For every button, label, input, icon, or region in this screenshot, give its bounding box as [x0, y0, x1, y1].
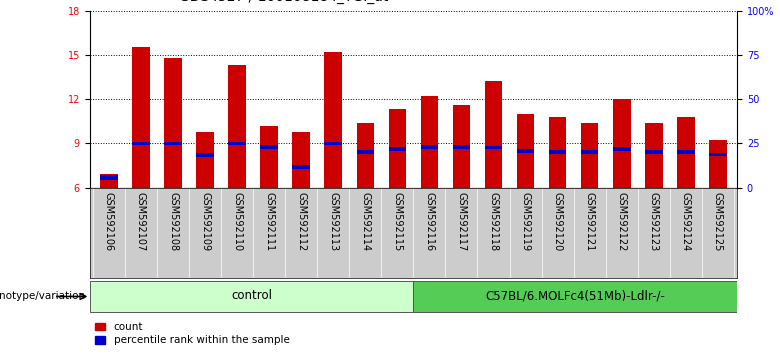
- Bar: [261, 145, 278, 149]
- Text: GSM592118: GSM592118: [488, 192, 498, 251]
- Bar: [132, 142, 150, 145]
- Bar: [100, 175, 118, 179]
- Text: GSM592119: GSM592119: [520, 192, 530, 251]
- Text: GSM592108: GSM592108: [168, 192, 178, 251]
- Bar: [90, 281, 413, 312]
- Bar: [613, 99, 630, 188]
- Text: GSM592116: GSM592116: [424, 192, 434, 251]
- Bar: [356, 150, 374, 154]
- Bar: [645, 150, 662, 154]
- Bar: [413, 281, 737, 312]
- Text: GSM592125: GSM592125: [713, 192, 723, 251]
- Text: GSM592122: GSM592122: [617, 192, 626, 251]
- Bar: [132, 47, 150, 188]
- Bar: [261, 126, 278, 188]
- Text: GDS4527 / 100108184_TGI_at: GDS4527 / 100108184_TGI_at: [179, 0, 388, 4]
- Text: GSM592113: GSM592113: [328, 192, 339, 251]
- Text: GSM592124: GSM592124: [681, 192, 691, 251]
- Bar: [356, 123, 374, 188]
- Text: GSM592115: GSM592115: [392, 192, 402, 251]
- Bar: [420, 96, 438, 188]
- Text: GSM592107: GSM592107: [136, 192, 146, 251]
- Text: GSM592112: GSM592112: [296, 192, 307, 251]
- Text: GSM592123: GSM592123: [649, 192, 659, 251]
- Bar: [484, 81, 502, 188]
- Bar: [197, 153, 214, 158]
- Text: GSM592114: GSM592114: [360, 192, 370, 251]
- Bar: [388, 109, 406, 188]
- Bar: [292, 132, 310, 188]
- Text: genotype/variation: genotype/variation: [0, 291, 86, 302]
- Bar: [581, 123, 598, 188]
- Text: GSM592111: GSM592111: [264, 192, 275, 251]
- Bar: [549, 150, 566, 154]
- Bar: [324, 52, 342, 188]
- Bar: [197, 132, 214, 188]
- Bar: [100, 175, 118, 188]
- Bar: [677, 149, 695, 154]
- Bar: [452, 105, 470, 188]
- Bar: [165, 142, 182, 145]
- Bar: [388, 147, 406, 152]
- Text: GSM592121: GSM592121: [585, 192, 594, 251]
- Text: GSM592117: GSM592117: [456, 192, 466, 251]
- Bar: [420, 145, 438, 149]
- Bar: [517, 149, 534, 153]
- Bar: [549, 117, 566, 188]
- Text: GSM592110: GSM592110: [232, 192, 242, 251]
- Bar: [517, 114, 534, 188]
- Bar: [645, 123, 662, 188]
- Bar: [229, 65, 246, 188]
- Bar: [452, 145, 470, 149]
- Bar: [709, 153, 727, 156]
- Bar: [613, 147, 630, 152]
- Text: GSM592120: GSM592120: [552, 192, 562, 251]
- Bar: [581, 150, 598, 154]
- Bar: [484, 146, 502, 149]
- Text: control: control: [231, 289, 272, 302]
- Bar: [292, 165, 310, 169]
- Bar: [324, 142, 342, 145]
- Bar: [709, 141, 727, 188]
- Text: GSM592106: GSM592106: [104, 192, 114, 251]
- Text: GSM592109: GSM592109: [200, 192, 210, 251]
- Text: C57BL/6.MOLFc4(51Mb)-Ldlr-/-: C57BL/6.MOLFc4(51Mb)-Ldlr-/-: [485, 289, 665, 302]
- Bar: [165, 58, 182, 188]
- Bar: [677, 117, 695, 188]
- Legend: count, percentile rank within the sample: count, percentile rank within the sample: [95, 322, 289, 345]
- Bar: [229, 142, 246, 145]
